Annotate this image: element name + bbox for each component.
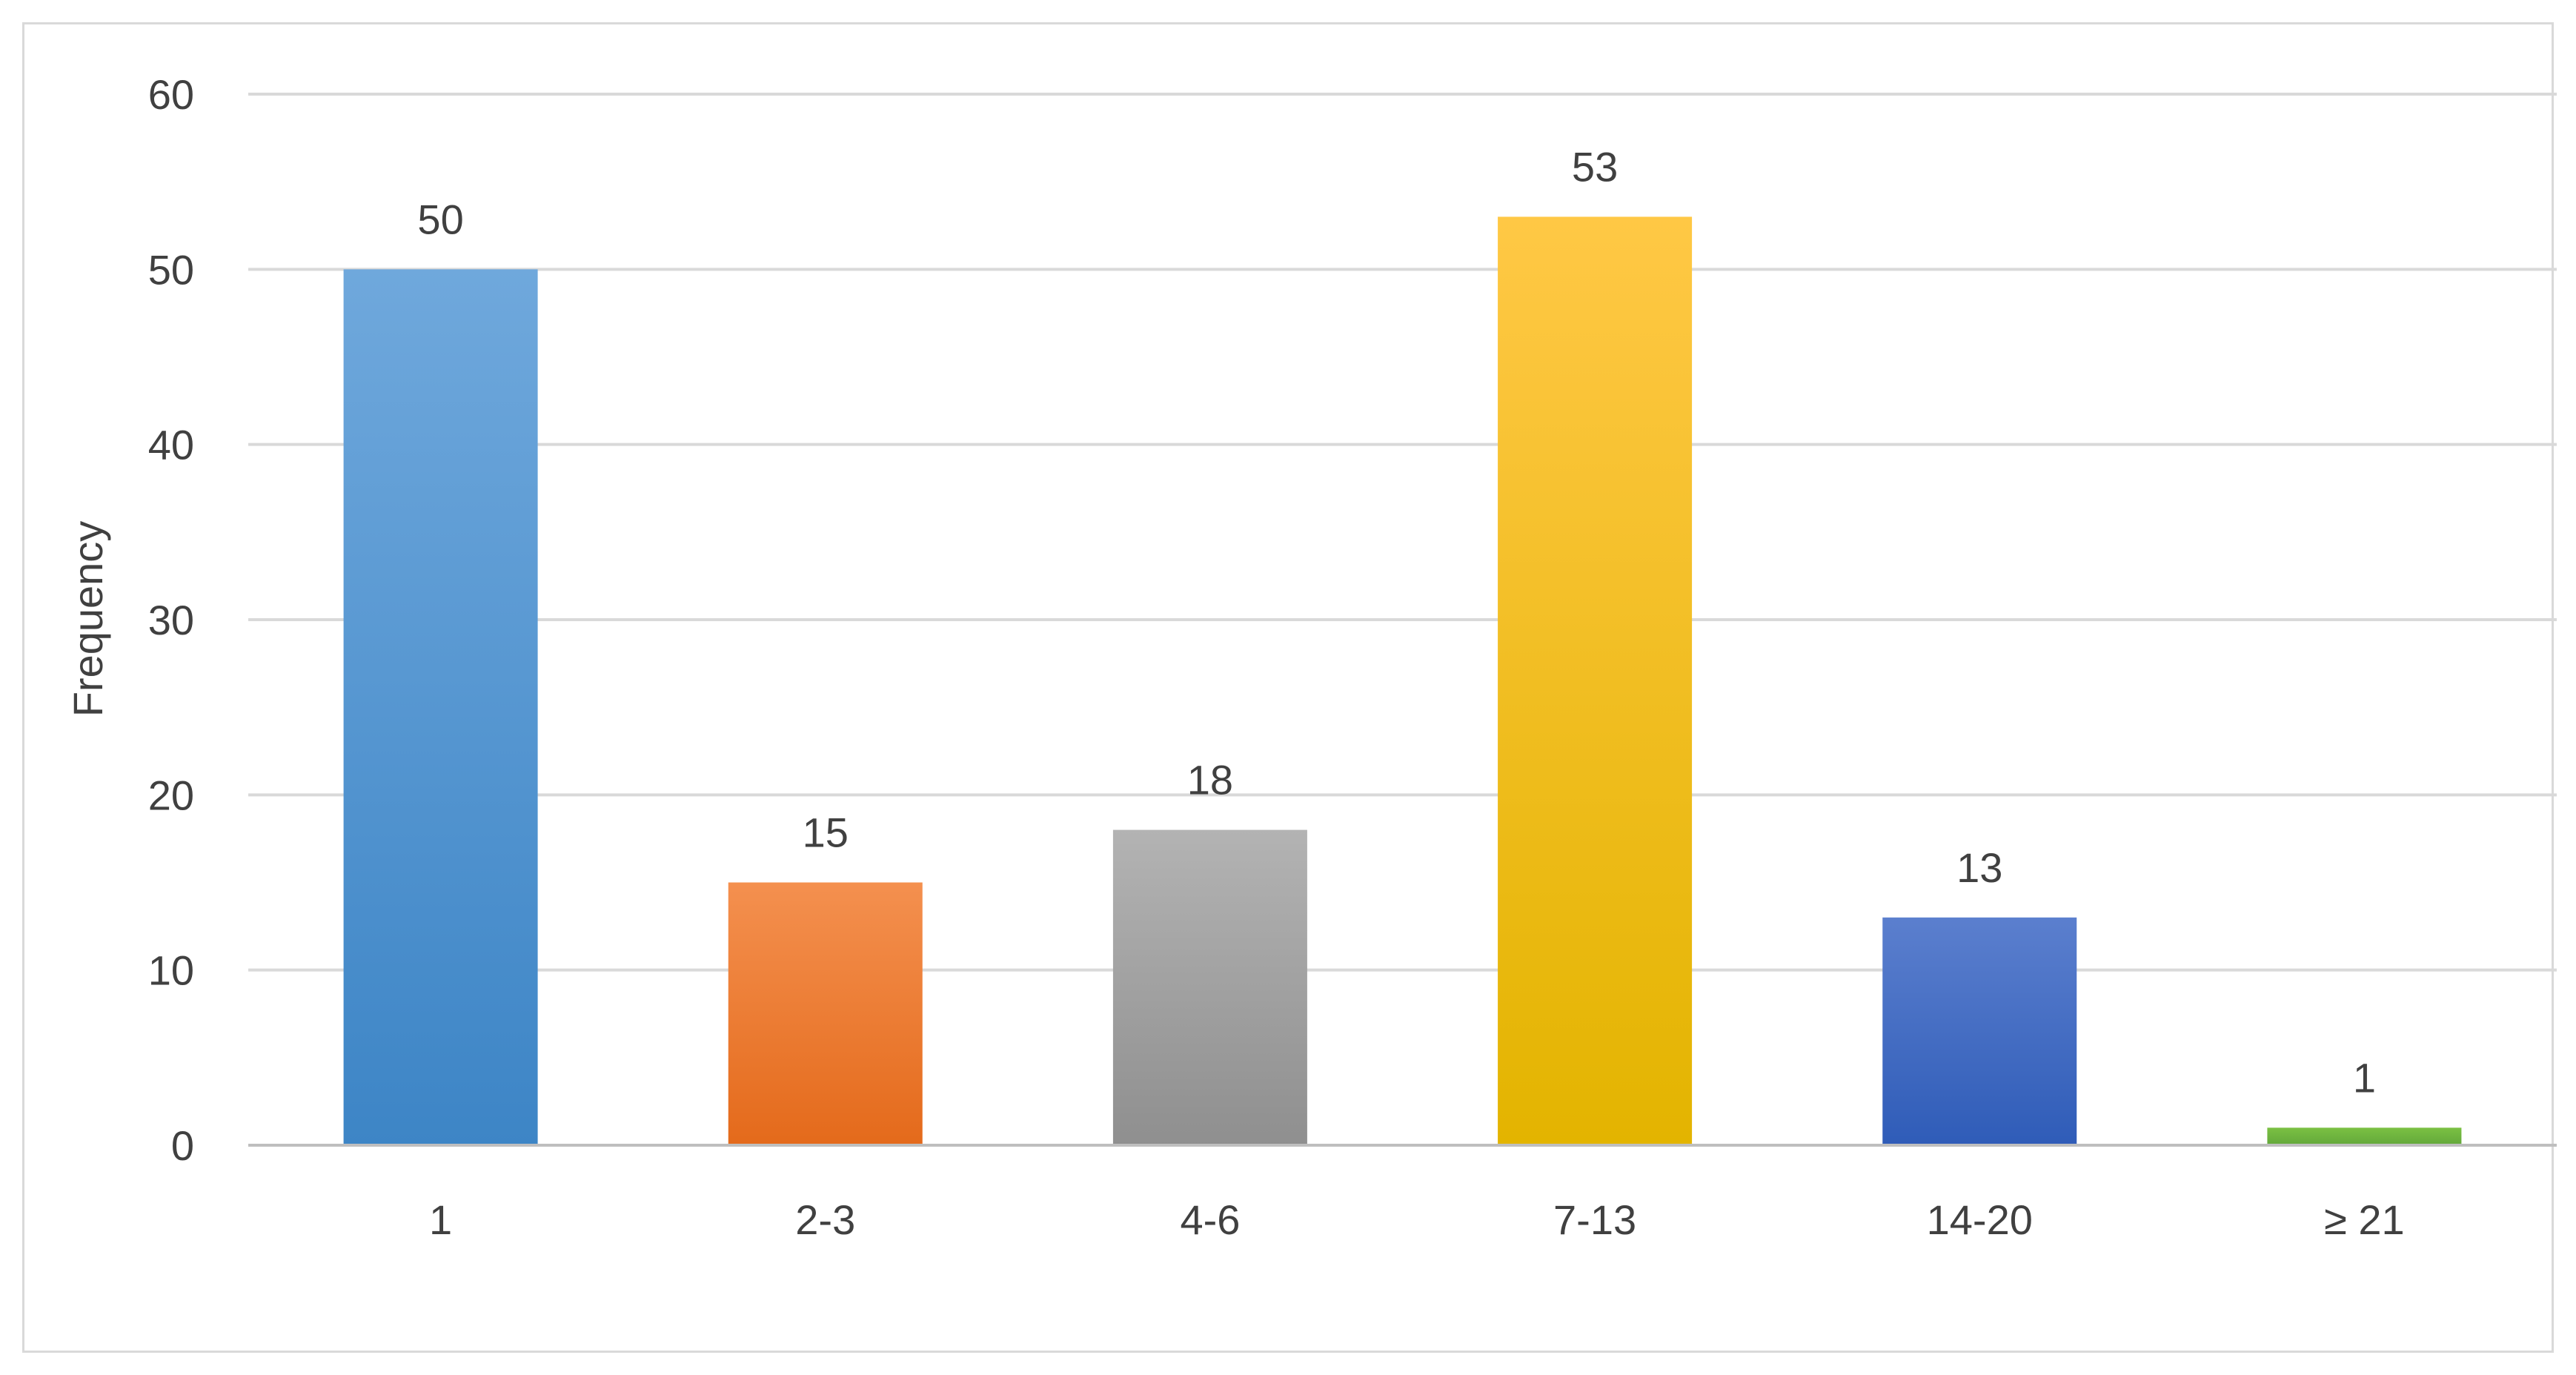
x-category-label-3: 4-6 bbox=[1180, 1196, 1240, 1243]
gridlines bbox=[248, 93, 2557, 972]
y-axis-title: Frequency bbox=[64, 521, 111, 718]
bars bbox=[343, 216, 2462, 1145]
bar-2 bbox=[728, 882, 923, 1145]
data-label-6: 1 bbox=[2353, 1054, 2376, 1101]
data-label-5: 13 bbox=[1956, 844, 2002, 891]
data-label-2: 15 bbox=[803, 809, 849, 856]
data-label-4: 53 bbox=[1572, 143, 1618, 190]
bar-1 bbox=[343, 269, 538, 1145]
y-tick-label-50: 50 bbox=[148, 246, 194, 293]
y-tick-label-10: 10 bbox=[148, 947, 194, 994]
bar-4 bbox=[1498, 216, 1693, 1145]
bar-6 bbox=[2267, 1127, 2462, 1145]
y-tick-label-0: 0 bbox=[171, 1122, 194, 1169]
data-label-3: 18 bbox=[1187, 757, 1233, 804]
data-labels: 50 15 18 53 13 1 bbox=[417, 143, 2376, 1101]
x-category-label-2: 2-3 bbox=[795, 1196, 855, 1243]
x-category-label-1: 1 bbox=[429, 1196, 452, 1243]
x-category-label-5: 14-20 bbox=[1927, 1196, 2033, 1243]
bar-3 bbox=[1112, 829, 1307, 1145]
y-tick-label-30: 30 bbox=[148, 597, 194, 643]
data-label-1: 50 bbox=[417, 196, 463, 242]
bar-5 bbox=[1882, 917, 2077, 1145]
y-tick-label-40: 40 bbox=[148, 422, 194, 468]
x-category-label-4: 7-13 bbox=[1553, 1196, 1636, 1243]
y-tick-label-60: 60 bbox=[148, 71, 194, 118]
y-axis-ticks: 0 10 20 30 40 50 60 bbox=[148, 71, 194, 1169]
y-tick-label-20: 20 bbox=[148, 772, 194, 818]
x-category-label-6: ≥ 21 bbox=[2324, 1196, 2405, 1243]
x-axis-categories: 1 2-3 4-6 7-13 14-20 ≥ 21 bbox=[429, 1196, 2405, 1243]
